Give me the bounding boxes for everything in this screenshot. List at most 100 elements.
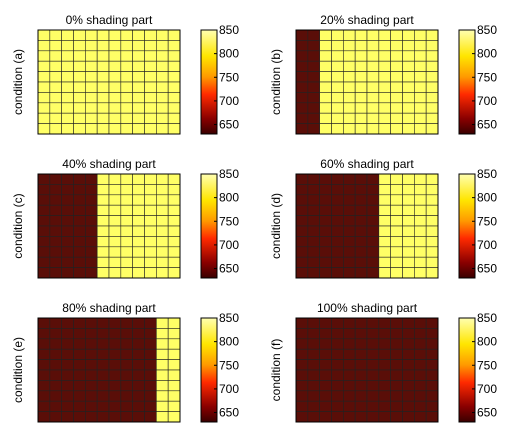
shaded-cell (354, 173, 368, 185)
shaded-cell (37, 338, 51, 350)
unshaded-cell (167, 380, 181, 392)
unshaded-cell (402, 256, 415, 268)
unshaded-cell (378, 81, 391, 93)
panel-title: 0% shading part (66, 13, 153, 27)
shaded-cell (49, 411, 62, 423)
shaded-cell (295, 328, 309, 340)
unshaded-cell (331, 40, 344, 52)
unshaded-cell (402, 81, 415, 93)
shaded-cell (354, 338, 368, 350)
unshaded-cell (156, 411, 169, 423)
panel-title: 80% shading part (62, 301, 156, 315)
unshaded-cell (402, 71, 415, 83)
shaded-cell (108, 411, 122, 423)
shaded-cell (295, 29, 309, 41)
unshaded-cell (108, 123, 122, 135)
colorbar-tick-label: 800 (219, 191, 239, 205)
unshaded-cell (167, 411, 181, 423)
unshaded-cell (156, 81, 169, 93)
shaded-cell (85, 359, 98, 371)
shaded-cell (319, 317, 332, 329)
unshaded-cell (144, 112, 157, 124)
shaded-cell (307, 112, 320, 124)
unshaded-cell (378, 267, 391, 279)
shaded-cell (331, 267, 344, 279)
shaded-cell (307, 256, 320, 268)
panel-ylabel: condition (a) (11, 49, 25, 115)
shaded-cell (390, 338, 403, 350)
colorbar-tick-label: 850 (477, 311, 497, 325)
shaded-cell (120, 411, 133, 423)
shaded-cell (96, 338, 110, 350)
colorbar-tick-label: 750 (477, 358, 497, 372)
panel-ylabel: condition (e) (11, 337, 25, 403)
shaded-cell (37, 390, 51, 402)
unshaded-cell (343, 92, 356, 104)
shaded-cell (425, 400, 439, 412)
shaded-cell (331, 348, 344, 360)
shaded-cell (73, 380, 86, 392)
heatmap-frame (295, 317, 439, 423)
shaded-cell (354, 236, 368, 248)
shaded-cell (354, 390, 368, 402)
shaded-cell (425, 338, 439, 350)
shaded-cell (366, 328, 380, 340)
shaded-cell (319, 411, 332, 423)
unshaded-cell (402, 123, 415, 135)
unshaded-cell (414, 173, 427, 185)
unshaded-cell (49, 123, 62, 135)
shaded-cell (425, 328, 439, 340)
shaded-cell (307, 173, 320, 185)
unshaded-cell (402, 60, 415, 72)
heatmap-frame (295, 29, 439, 135)
shaded-cell (295, 215, 309, 227)
shaded-cell (414, 411, 427, 423)
shaded-cell (343, 369, 356, 381)
shaded-cell (49, 246, 62, 258)
shaded-cell (132, 369, 145, 381)
colorbar-tick-label: 800 (477, 335, 497, 349)
unshaded-cell (402, 215, 415, 227)
unshaded-cell (378, 194, 391, 206)
shaded-cell (402, 338, 415, 350)
unshaded-cell (390, 123, 403, 135)
unshaded-cell (425, 71, 439, 83)
shaded-cell (37, 380, 51, 392)
unshaded-cell (49, 29, 62, 41)
shaded-cell (295, 71, 309, 83)
shaded-cell (343, 359, 356, 371)
unshaded-cell (156, 246, 169, 258)
unshaded-cell (37, 29, 51, 41)
unshaded-cell (120, 246, 133, 258)
shaded-cell (96, 369, 110, 381)
shaded-cell (366, 184, 380, 196)
unshaded-cell (390, 81, 403, 93)
shaded-cell (402, 348, 415, 360)
unshaded-cell (378, 123, 391, 135)
unshaded-cell (390, 71, 403, 83)
unshaded-cell (366, 40, 380, 52)
unshaded-cell (402, 102, 415, 114)
shaded-cell (49, 390, 62, 402)
unshaded-cell (85, 123, 98, 135)
shaded-cell (331, 338, 344, 350)
unshaded-cell (132, 102, 145, 114)
shaded-cell (132, 328, 145, 340)
shaded-cell (295, 60, 309, 72)
shaded-cell (85, 338, 98, 350)
shaded-cell (366, 194, 380, 206)
unshaded-cell (425, 256, 439, 268)
unshaded-cell (73, 50, 86, 62)
unshaded-cell (156, 267, 169, 279)
unshaded-cell (96, 194, 110, 206)
shaded-cell (378, 390, 391, 402)
unshaded-cell (414, 92, 427, 104)
unshaded-cell (331, 50, 344, 62)
unshaded-cell (354, 102, 368, 114)
unshaded-cell (132, 267, 145, 279)
unshaded-cell (378, 236, 391, 248)
unshaded-cell (378, 246, 391, 258)
shaded-cell (295, 369, 309, 381)
shaded-cell (319, 400, 332, 412)
